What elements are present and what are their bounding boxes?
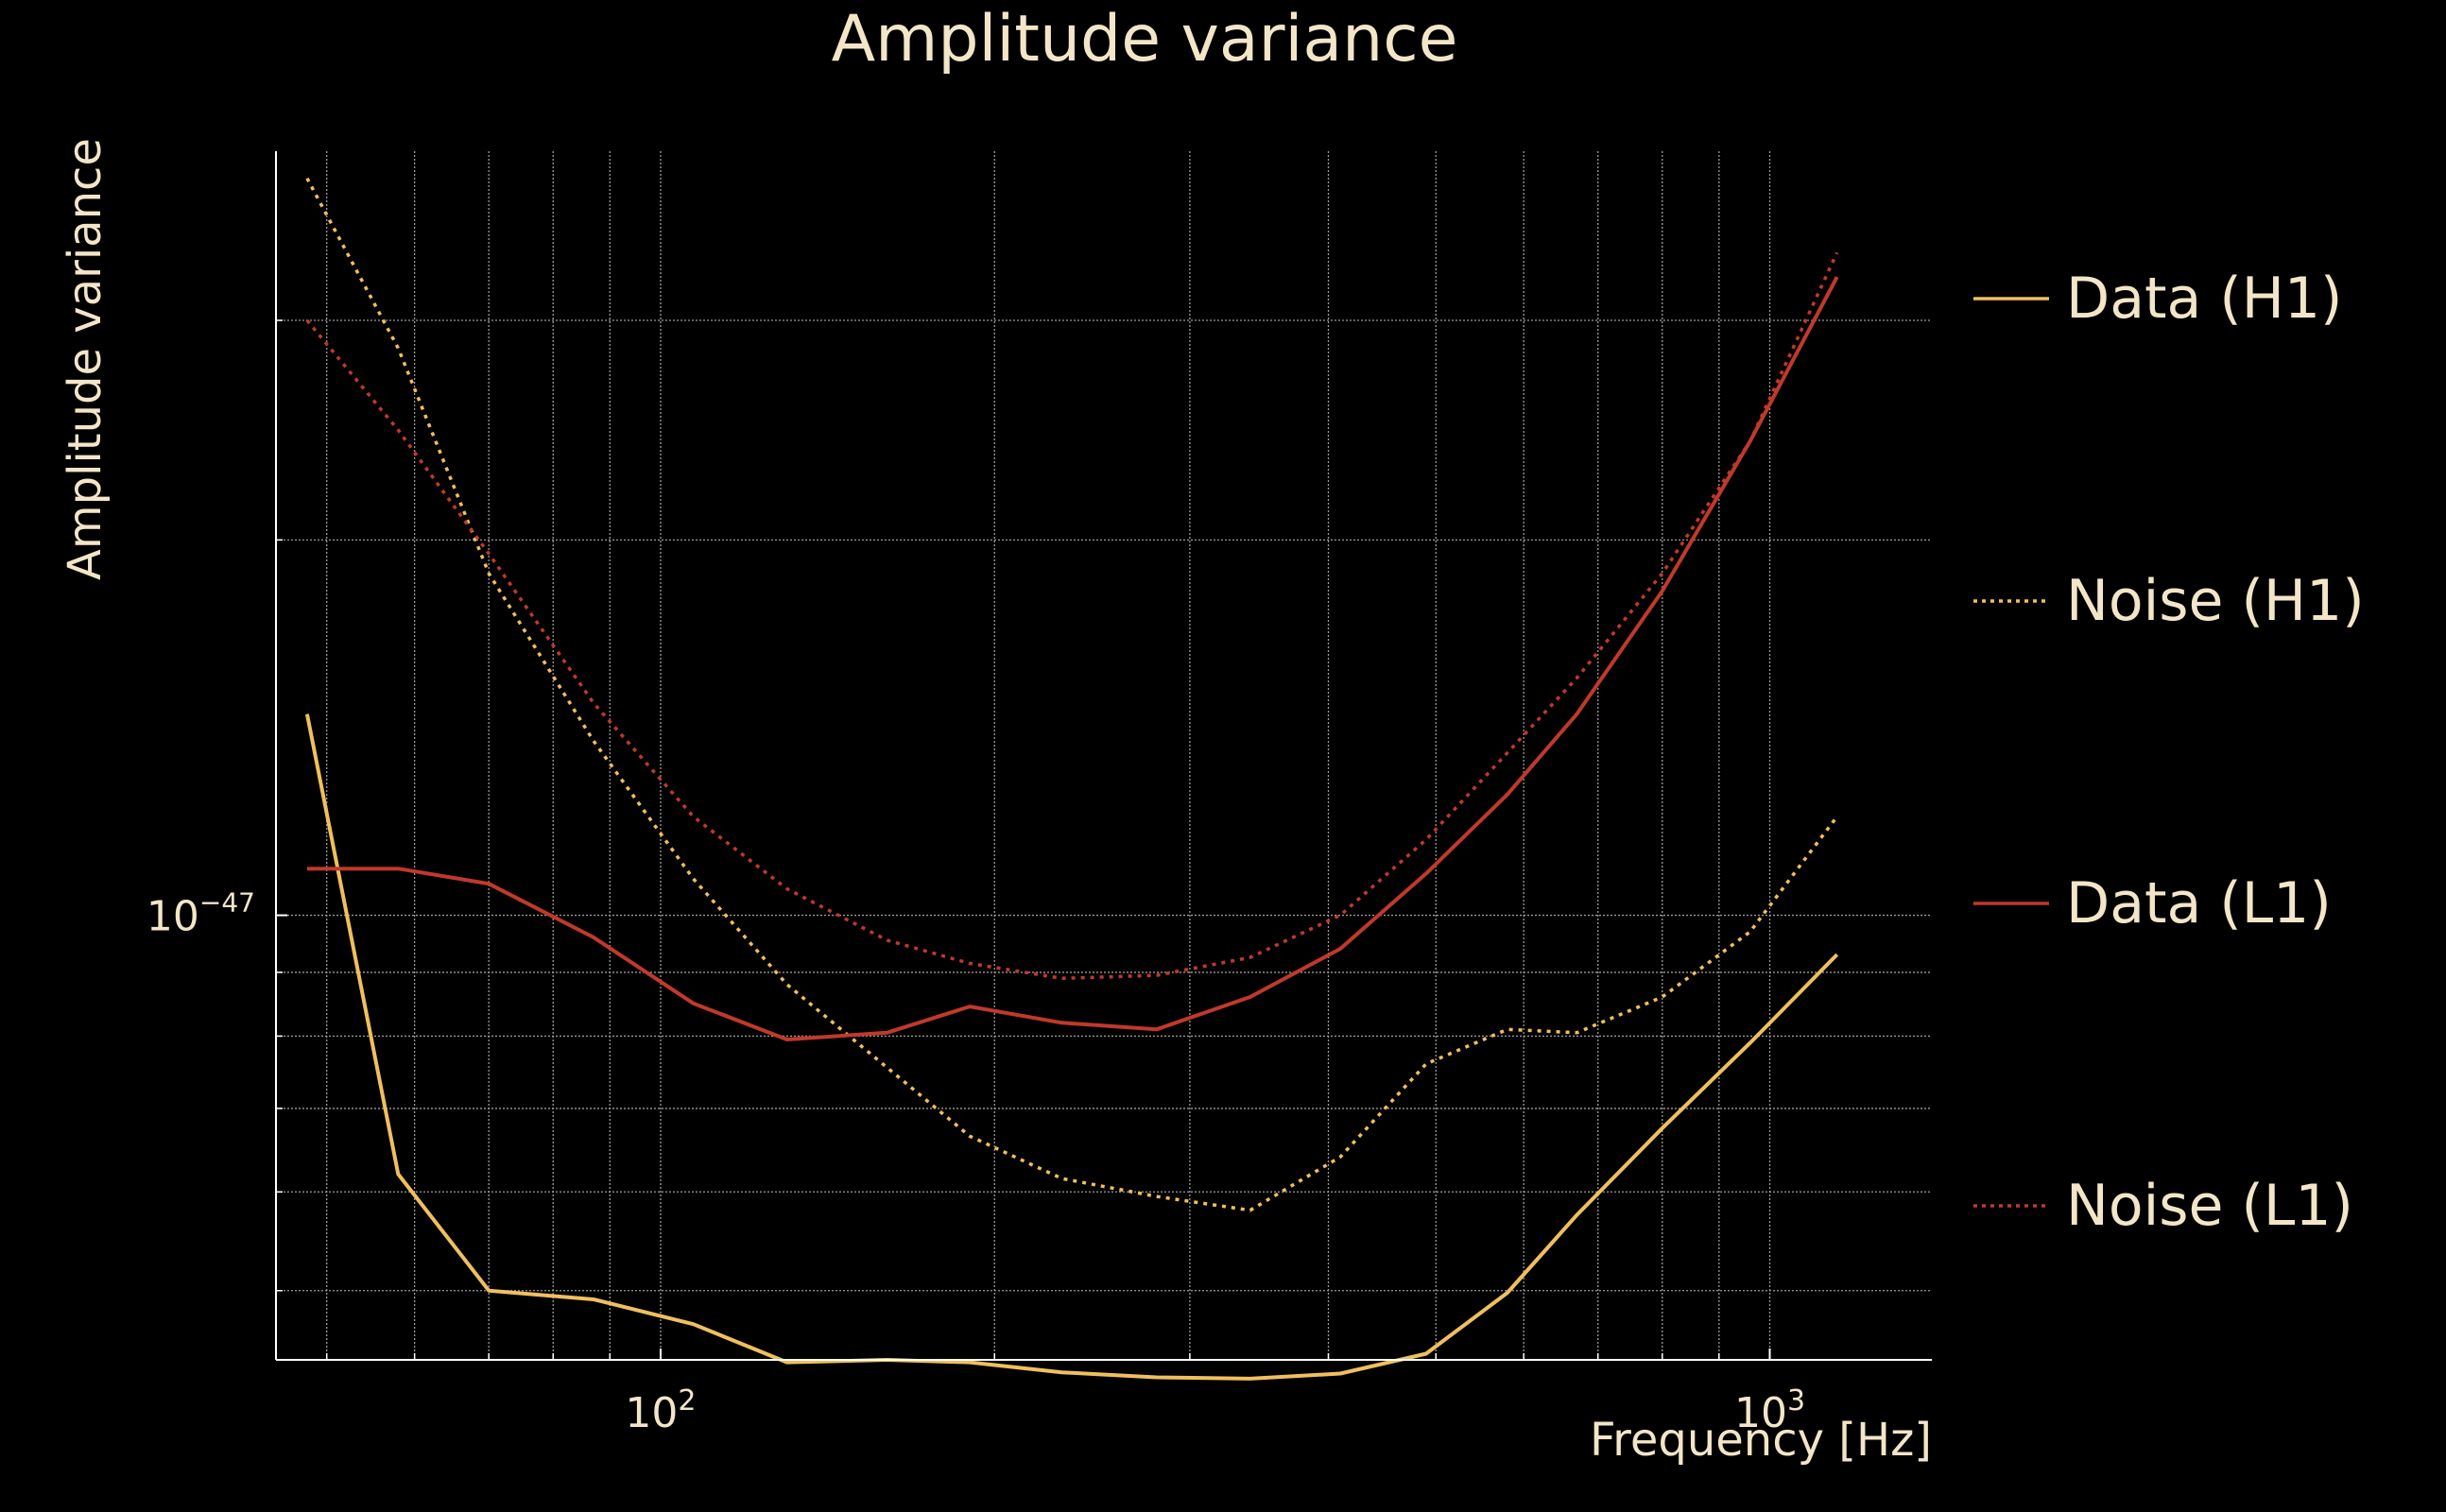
grid-lines — [276, 151, 1932, 1360]
x-axis-label: Frequency [Hz] — [1590, 1414, 1932, 1467]
legend: Data (H1) Noise (H1) Data (L1) Noise (L1) — [1973, 266, 2365, 1239]
chart-title: Amplitude variance — [832, 2, 1458, 77]
y-axis-label: Amplitude variance — [59, 138, 112, 580]
axis-ticks: 102 103 10−47 — [146, 319, 1805, 1437]
legend-label-noise-h1: Noise (H1) — [2066, 568, 2365, 634]
series-group — [304, 177, 1839, 1381]
series-line-noise-l1 — [305, 251, 1839, 981]
legend-label-data-l1: Data (L1) — [2066, 870, 2332, 936]
series-line-data-h1 — [304, 713, 1839, 1381]
x-tick-label: 103 — [1734, 1384, 1805, 1437]
series-line-data-l1 — [306, 276, 1839, 1041]
legend-label-data-h1: Data (H1) — [2066, 266, 2342, 332]
x-tick-label: 102 — [625, 1384, 696, 1437]
legend-label-noise-l1: Noise (L1) — [2066, 1173, 2353, 1239]
y-tick-label: 10−47 — [146, 887, 255, 941]
series-line-noise-h1 — [305, 177, 1839, 1212]
